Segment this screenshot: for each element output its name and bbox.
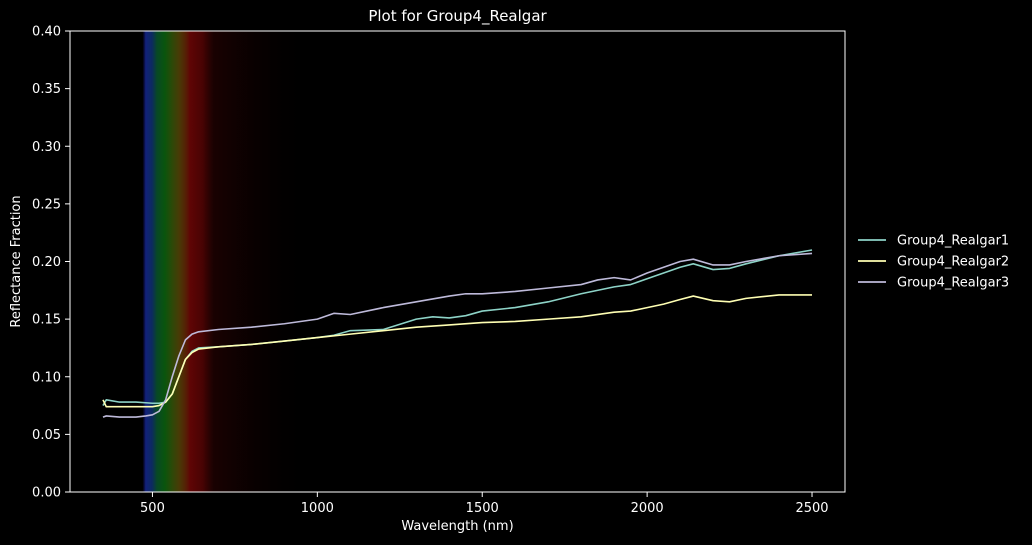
y-tick-label: 0.20 — [32, 255, 61, 270]
legend: Group4_Realgar1 Group4_Realgar2 Group4_Rea… — [858, 234, 1009, 291]
x-tick-label: 500 — [140, 501, 165, 516]
plot-area — [69, 30, 846, 493]
series-line-3 — [102, 252, 813, 418]
legend-label: Group4_Realgar2 — [897, 255, 1009, 270]
y-tick-label: 0.25 — [32, 197, 61, 212]
y-tick-label: 0.00 — [32, 486, 61, 501]
y-axis-label: Reflectance Fraction — [9, 195, 24, 327]
y-tick-label: 0.10 — [32, 370, 61, 385]
y-tick-label: 0.40 — [32, 25, 61, 40]
y-tick-label: 0.05 — [32, 428, 61, 443]
y-axis: 0.00 0.05 0.10 0.15 0.20 0.25 0.30 0.35 0.40 — [32, 25, 70, 501]
legend-label: Group4_Realgar1 — [897, 234, 1009, 249]
x-tick-label: 1500 — [466, 501, 499, 516]
y-tick-label: 0.35 — [32, 82, 61, 97]
x-axis: 500 1000 1500 2000 2500 — [140, 492, 829, 516]
x-tick-label: 1000 — [301, 501, 334, 516]
legend-label: Group4_Realgar3 — [897, 276, 1009, 291]
x-tick-label: 2000 — [631, 501, 664, 516]
y-tick-label: 0.30 — [32, 140, 61, 155]
series-lines — [102, 249, 813, 418]
chart-title: Plot for Group4_Realgar — [368, 7, 547, 26]
x-axis-label: Wavelength (nm) — [401, 519, 513, 534]
visible-spectrum-band — [142, 31, 301, 492]
x-tick-label: 2500 — [795, 501, 828, 516]
y-tick-label: 0.15 — [32, 313, 61, 328]
